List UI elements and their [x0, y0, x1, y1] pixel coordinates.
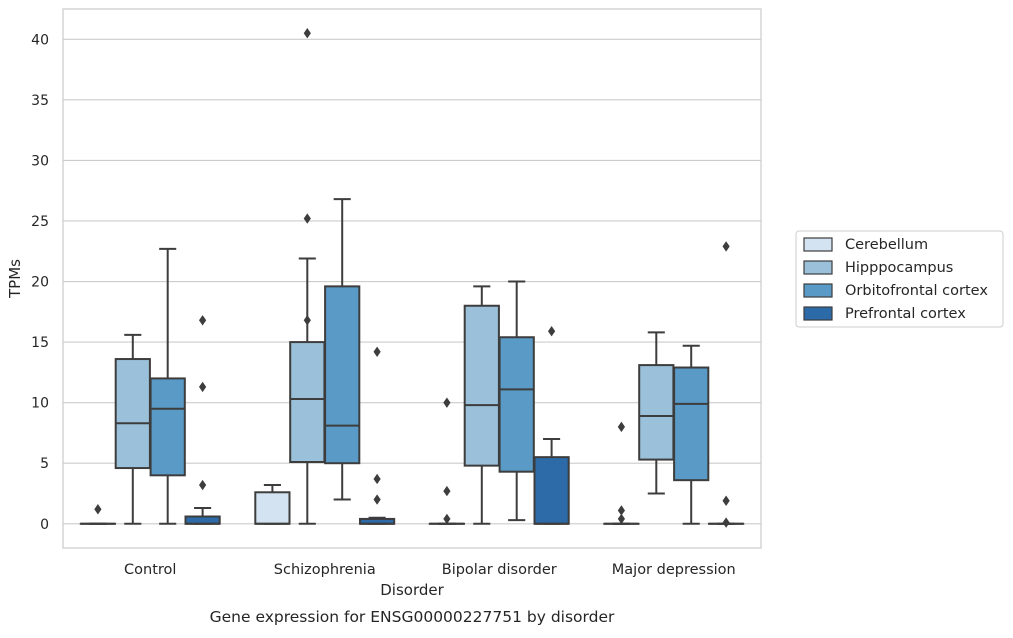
box-body — [290, 342, 324, 462]
legend[interactable]: Cerebellum Hipppocampus Orbitofrontal cort… — [796, 231, 1003, 327]
y-tick-label: 30 — [31, 153, 49, 169]
box-body — [639, 365, 673, 459]
legend-swatch — [804, 284, 832, 297]
box-hipppocampus — [639, 332, 673, 493]
outlier-point — [199, 480, 206, 490]
box-prefrontal-cortex — [360, 347, 394, 524]
box-orbitofrontal-cortex — [674, 346, 708, 524]
chart-title: Gene expression for ENSG00000227751 by d… — [210, 608, 615, 626]
box-hipppocampus — [116, 335, 150, 524]
box-body — [465, 306, 499, 466]
outlier-point — [723, 241, 730, 251]
legend-swatch — [804, 307, 832, 320]
box-cerebellum — [255, 485, 289, 524]
y-tick-label: 20 — [31, 275, 49, 291]
box-body — [185, 517, 219, 524]
outlier-point — [618, 422, 625, 432]
legend-label: Orbitofrontal cortex — [845, 283, 988, 299]
x-axis-label: Disorder — [380, 581, 444, 599]
x-tick-label: Bipolar disorder — [442, 562, 557, 578]
y-tick-label: 0 — [40, 517, 49, 533]
box-prefrontal-cortex — [534, 326, 568, 524]
y-axis-label: TPMs — [6, 259, 24, 299]
x-tick-label: Control — [124, 562, 176, 578]
box-body — [674, 368, 708, 481]
outlier-point — [548, 326, 555, 336]
outlier-point — [94, 504, 101, 514]
box-cerebellum — [604, 422, 638, 524]
legend-item[interactable]: Orbitofrontal cortex — [804, 283, 988, 299]
box-hipppocampus — [465, 286, 499, 523]
outlier-point — [374, 347, 381, 357]
legend-swatch — [804, 261, 832, 274]
outlier-point — [443, 514, 450, 524]
legend-label: Prefrontal cortex — [845, 306, 966, 322]
box-orbitofrontal-cortex — [500, 282, 534, 521]
outlier-point — [374, 474, 381, 484]
outlier-point — [304, 315, 311, 325]
box-cerebellum — [430, 397, 464, 524]
y-tick-label: 5 — [40, 456, 49, 472]
box-body — [325, 286, 359, 463]
box-body — [255, 492, 289, 523]
y-tick-label: 10 — [31, 396, 49, 412]
legend-swatch — [804, 238, 832, 251]
box-body — [500, 337, 534, 471]
outlier-point — [199, 382, 206, 392]
box-body — [534, 457, 568, 524]
box-body — [116, 359, 150, 468]
legend-item[interactable]: Hipppocampus — [804, 260, 953, 276]
legend-item[interactable]: Cerebellum — [804, 237, 928, 253]
box-body — [151, 378, 185, 475]
box-prefrontal-cortex — [709, 241, 743, 528]
y-tick-label: 15 — [31, 335, 49, 351]
box-orbitofrontal-cortex — [151, 249, 185, 524]
legend-item[interactable]: Prefrontal cortex — [804, 306, 966, 322]
outlier-point — [443, 397, 450, 407]
box-hipppocampus — [290, 28, 324, 524]
outlier-point — [723, 517, 730, 527]
outlier-point — [304, 28, 311, 38]
box-cerebellum — [81, 504, 115, 524]
outlier-point — [723, 496, 730, 506]
box-layer — [81, 28, 743, 528]
outlier-point — [374, 494, 381, 504]
x-tick-label: Schizophrenia — [274, 562, 376, 578]
outlier-point — [304, 213, 311, 223]
x-tick-label: Major depression — [612, 562, 736, 578]
outlier-point — [443, 486, 450, 496]
legend-label: Cerebellum — [845, 237, 928, 253]
y-tick-label: 25 — [31, 214, 49, 230]
legend-label: Hipppocampus — [845, 260, 953, 276]
box-orbitofrontal-cortex — [325, 199, 359, 499]
outlier-point — [618, 514, 625, 524]
tick-layer: 0 5 10 15 20 25 30 35 40 Control Schizophrenia Bipo… — [31, 32, 736, 578]
box-prefrontal-cortex — [185, 315, 219, 524]
y-tick-label: 35 — [31, 93, 49, 109]
y-tick-label: 40 — [31, 32, 49, 48]
outlier-point — [199, 315, 206, 325]
